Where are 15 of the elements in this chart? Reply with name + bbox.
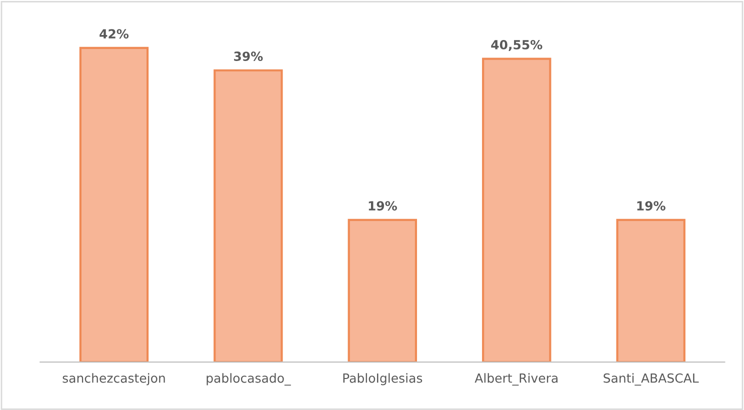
bar	[79, 46, 149, 362]
x-tick-label: Albert_Rivera	[474, 373, 558, 386]
data-label: 19%	[368, 201, 397, 211]
x-tick-label: Santi_ABASCAL	[604, 373, 699, 386]
x-tick-label: pablocasado_	[206, 373, 291, 386]
data-label: 42%	[100, 29, 129, 39]
data-label: 19%	[637, 201, 666, 211]
data-label: 39%	[234, 52, 263, 62]
x-tick-label: sanchezcastejon	[62, 373, 165, 386]
bar	[214, 69, 283, 362]
bar	[482, 58, 552, 362]
bar	[616, 218, 686, 362]
x-tick-label: PabloIglesias	[343, 373, 422, 386]
data-label: 40,55%	[491, 40, 542, 52]
bar	[348, 218, 418, 362]
